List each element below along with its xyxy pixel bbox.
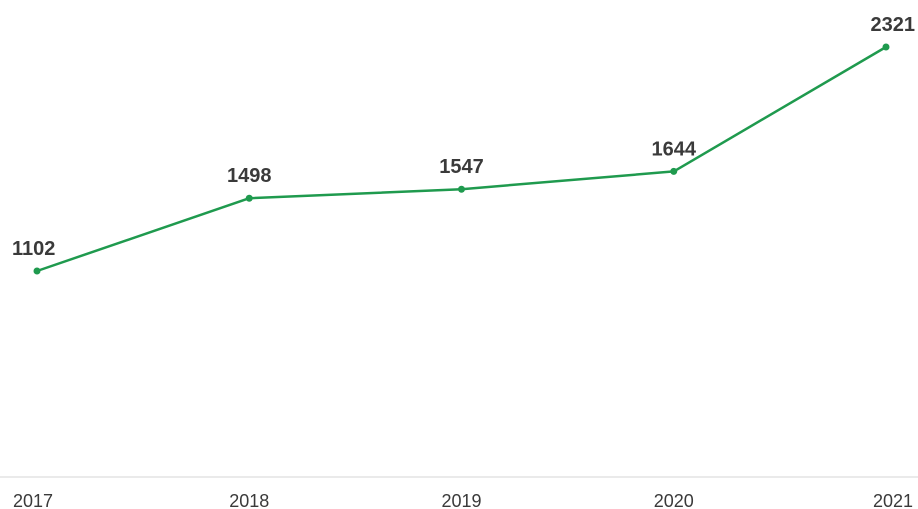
- data-point-2021: [882, 43, 890, 51]
- data-point-2017: [33, 267, 41, 275]
- data-label-2019: 1547: [439, 156, 484, 178]
- data-label-2018: 1498: [227, 165, 272, 187]
- data-labels: 1102 1498 1547 1644 2321: [12, 14, 915, 260]
- x-tick-2019: 2019: [441, 491, 481, 509]
- data-label-2021: 2321: [871, 14, 916, 36]
- data-point-2020: [670, 167, 678, 175]
- x-tick-2018: 2018: [229, 491, 269, 509]
- x-tick-2020: 2020: [654, 491, 694, 509]
- data-point-2018: [245, 194, 253, 202]
- data-points: [33, 43, 890, 275]
- x-tick-2017: 2017: [13, 491, 53, 509]
- x-tick-2021: 2021: [873, 491, 913, 509]
- data-label-2020: 1644: [652, 138, 697, 160]
- x-tick-labels: 2017 2018 2019 2020 2021: [13, 491, 913, 509]
- data-label-2017: 1102: [12, 238, 55, 260]
- data-point-2019: [458, 185, 465, 193]
